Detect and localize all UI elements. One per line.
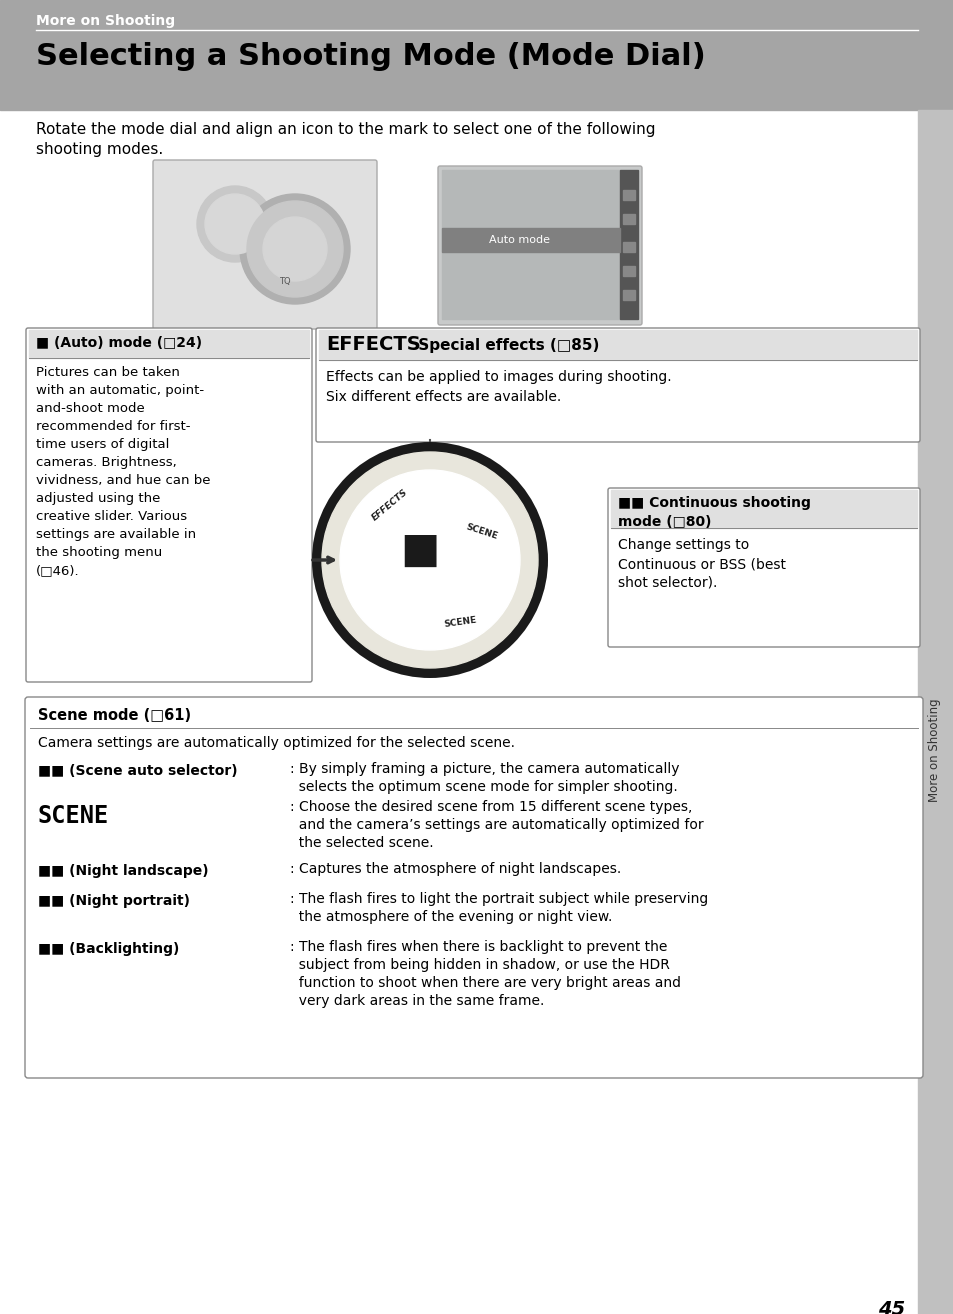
Text: ■ (Auto) mode (□24): ■ (Auto) mode (□24) [36,336,202,350]
Bar [619,170,638,319]
Text: the shooting menu: the shooting menu [36,547,162,558]
Bar [29,330,309,357]
Text: TQ: TQ [279,277,291,286]
Circle shape [339,470,519,650]
Text: More on Shooting: More on Shooting [36,14,175,28]
Text: ■: ■ [400,530,439,572]
Text: ■■ (Night portrait): ■■ (Night portrait) [38,894,190,908]
Text: Selecting a Shooting Mode (Mode Dial): Selecting a Shooting Mode (Mode Dial) [36,42,705,71]
FancyBboxPatch shape [25,696,923,1077]
Text: shot selector).: shot selector). [618,576,717,590]
Text: Scene mode (□61): Scene mode (□61) [38,708,191,723]
Text: Auto mode: Auto mode [489,235,550,244]
Text: EFFECTS: EFFECTS [370,487,409,523]
Text: : The flash fires to light the portrait subject while preserving: : The flash fires to light the portrait … [290,892,707,905]
Circle shape [205,194,265,254]
FancyBboxPatch shape [437,166,641,325]
FancyBboxPatch shape [315,328,919,442]
Text: ■■ (Scene auto selector): ■■ (Scene auto selector) [38,763,237,778]
Text: subject from being hidden in shadow, or use the HDR: subject from being hidden in shadow, or … [290,958,669,972]
Bar [441,229,619,252]
Bar [622,191,635,200]
Text: : The flash fires when there is backlight to prevent the: : The flash fires when there is backligh… [290,940,667,954]
Text: Rotate the mode dial and align an icon to the mark to select one of the followin: Rotate the mode dial and align an icon t… [36,122,655,137]
Text: and-shoot mode: and-shoot mode [36,402,145,415]
Bar [441,170,619,319]
Text: : By simply framing a picture, the camera automatically: : By simply framing a picture, the camer… [290,762,679,777]
Text: very dark areas in the same frame.: very dark areas in the same frame. [290,993,544,1008]
Text: the selected scene.: the selected scene. [290,836,434,850]
Text: Camera settings are automatically optimized for the selected scene.: Camera settings are automatically optimi… [38,736,515,750]
Text: ■■ Continuous shooting
mode (□80): ■■ Continuous shooting mode (□80) [618,495,810,530]
Text: vividness, and hue can be: vividness, and hue can be [36,474,211,487]
Text: : Choose the desired scene from 15 different scene types,: : Choose the desired scene from 15 diffe… [290,800,692,813]
Text: and the camera’s settings are automatically optimized for: and the camera’s settings are automatica… [290,819,703,832]
Circle shape [247,201,343,297]
Text: : Captures the atmosphere of night landscapes.: : Captures the atmosphere of night lands… [290,862,620,876]
Text: ■■ (Backlighting): ■■ (Backlighting) [38,942,179,957]
Text: selects the optimum scene mode for simpler shooting.: selects the optimum scene mode for simpl… [290,781,677,794]
Text: creative slider. Various: creative slider. Various [36,510,187,523]
Bar [622,214,635,223]
Text: with an automatic, point-: with an automatic, point- [36,384,204,397]
Text: recommended for first-: recommended for first- [36,420,191,434]
Bar [622,242,635,252]
Text: (□46).: (□46). [36,564,79,577]
Text: Pictures can be taken: Pictures can be taken [36,367,180,378]
Bar [622,290,635,300]
Text: SCENE: SCENE [464,523,498,541]
FancyBboxPatch shape [152,160,376,328]
Bar [610,490,916,528]
Text: adjusted using the: adjusted using the [36,491,160,505]
Text: 45: 45 [877,1300,904,1314]
Text: Continuous or BSS (best: Continuous or BSS (best [618,557,785,572]
Circle shape [196,187,273,261]
Text: EFFECTS: EFFECTS [326,335,420,353]
Text: Special effects (□85): Special effects (□85) [413,338,598,353]
Text: Change settings to: Change settings to [618,537,748,552]
Circle shape [312,442,547,678]
Text: Effects can be applied to images during shooting.: Effects can be applied to images during … [326,371,671,384]
Circle shape [322,452,537,668]
Text: shooting modes.: shooting modes. [36,142,163,156]
Bar [0,0,953,110]
Text: settings are available in: settings are available in [36,528,196,541]
Text: time users of digital: time users of digital [36,438,170,451]
Text: SCENE: SCENE [442,615,476,629]
Bar [318,330,916,360]
Circle shape [263,217,327,281]
FancyBboxPatch shape [26,328,312,682]
Circle shape [240,194,350,304]
Text: ■■ (Night landscape): ■■ (Night landscape) [38,865,209,878]
Text: function to shoot when there are very bright areas and: function to shoot when there are very br… [290,976,680,989]
Text: More on Shooting: More on Shooting [927,698,941,802]
Text: cameras. Brightness,: cameras. Brightness, [36,456,176,469]
Text: SCENE: SCENE [38,804,110,828]
Bar [622,265,635,276]
Bar [917,110,953,1314]
Text: Six different effects are available.: Six different effects are available. [326,390,560,403]
Text: the atmosphere of the evening or night view.: the atmosphere of the evening or night v… [290,911,612,924]
FancyBboxPatch shape [607,487,919,646]
